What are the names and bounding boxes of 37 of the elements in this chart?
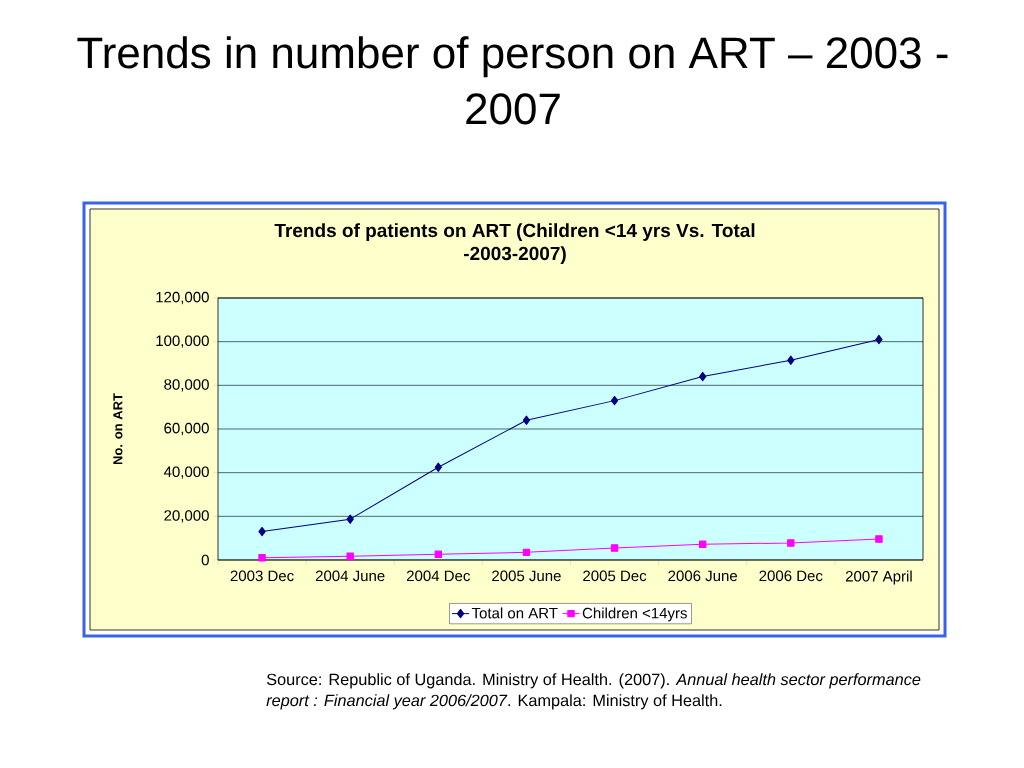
chart-subtitle: Trends of patients on ART (Children <14 yrs Vs. Total -2003-2007) (274, 223, 755, 264)
x-tick-label: 2007 April (845, 570, 912, 585)
point (258, 526, 266, 537)
y-tick-label: 20,000 (164, 510, 209, 523)
point (787, 355, 795, 365)
y-tick-label: 80,000 (164, 379, 209, 392)
point (346, 514, 354, 524)
legend-label: Children <14yrs (582, 607, 687, 622)
y-tick-label: 40,000 (163, 466, 209, 479)
point (258, 554, 266, 562)
y-tick-label: 60,000 (164, 422, 209, 436)
x-tick-label: 2006 June (668, 570, 738, 582)
point (699, 371, 707, 382)
x-tick-label: 2005 Dec (583, 570, 647, 582)
x-tick-label: 2004 June (315, 570, 385, 582)
point (875, 334, 883, 345)
point (610, 544, 619, 552)
y-tick-label: 120,000 (156, 291, 209, 305)
point (434, 462, 442, 472)
point (787, 539, 795, 547)
point (698, 540, 707, 548)
x-tick-label: 2003 Dec (230, 570, 294, 582)
y-axis-title: No. on ART (113, 393, 123, 465)
point (522, 548, 531, 557)
legend-label: Total on ART (471, 607, 558, 619)
point (346, 552, 354, 560)
point (875, 535, 883, 543)
point (522, 415, 531, 425)
y-tick-label: 100,000 (156, 335, 209, 348)
x-tick-label: 2005 June (492, 570, 561, 582)
y-tick-label: 0 (201, 554, 209, 566)
x-tick-label: 2006 Dec (759, 570, 823, 582)
point (610, 395, 619, 406)
chart-title: Trends in number of person on ART – 2003 - 2007 (77, 36, 948, 125)
x-tick-label: 2004 Dec (406, 570, 470, 582)
point (434, 550, 443, 559)
text: Source: Republic of Uganda. Ministry of Health. (2007). Annual health sector performance report : Financial year 2006/2007. Kampala: Ministry of Health. (266, 673, 921, 710)
